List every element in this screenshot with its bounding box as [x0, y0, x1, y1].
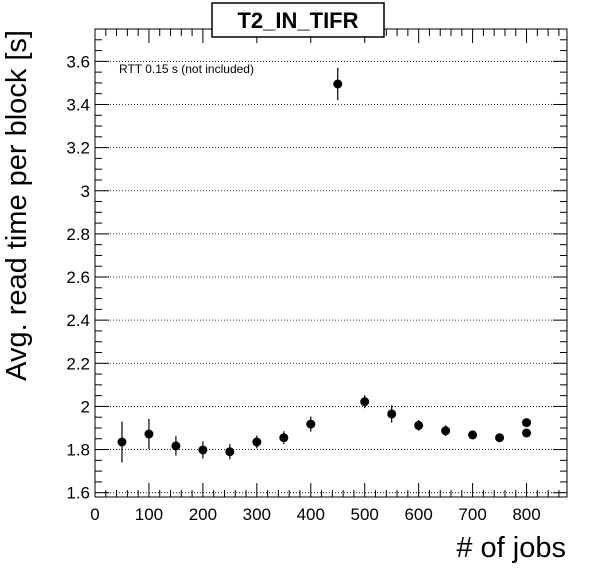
data-point	[387, 409, 397, 419]
y-tick-label: 2.2	[66, 354, 90, 373]
x-tick-label: 100	[135, 505, 163, 524]
title-box	[211, 2, 385, 38]
data-point	[495, 433, 505, 443]
data-point	[468, 430, 478, 440]
x-tick-label: 700	[458, 505, 486, 524]
x-tick-label: 0	[90, 505, 99, 524]
x-tick-label: 500	[351, 505, 379, 524]
data-point	[522, 418, 532, 428]
x-axis-label: # of jobs	[456, 532, 566, 564]
y-tick-label: 3.2	[66, 139, 90, 158]
grid-lines	[95, 60, 567, 494]
y-tick-label: 3.6	[66, 52, 90, 71]
x-tick-label: 400	[297, 505, 325, 524]
data-point	[306, 419, 316, 429]
y-tick-label: 3	[81, 182, 90, 201]
x-tick-label: 200	[189, 505, 217, 524]
data-point	[252, 437, 262, 447]
data-points	[117, 67, 532, 463]
y-tick-label: 3.4	[66, 95, 90, 114]
x-tick-label: 300	[243, 505, 271, 524]
data-point	[522, 428, 532, 438]
y-tick-label: 2.4	[66, 311, 90, 330]
x-tick-label: 800	[512, 505, 540, 524]
data-point	[144, 429, 154, 439]
data-point	[117, 437, 127, 447]
data-point	[279, 433, 289, 443]
y-axis-label: Avg. read time per block [s]	[1, 30, 33, 381]
chart-title: T2_IN_TIFR	[237, 8, 358, 33]
data-point	[198, 445, 208, 455]
data-point	[171, 441, 181, 451]
y-tick-label: 1.8	[66, 441, 90, 460]
data-point	[441, 426, 451, 436]
y-tick-label: 1.6	[66, 484, 90, 503]
axis-ticks	[94, 28, 567, 497]
rtt-annotation: RTT 0.15 s (not included)	[119, 62, 254, 76]
x-tick-labels: 0 100 200 300 400 500 600 700 800	[90, 505, 540, 524]
y-tick-labels: 1.6 1.8 2 2.2 2.4 2.6 2.8 3 3.2 3.4 3.6	[66, 52, 90, 502]
y-tick-label: 2	[81, 397, 90, 416]
data-point	[225, 447, 235, 457]
data-point	[414, 420, 424, 430]
y-tick-label: 2.8	[66, 225, 90, 244]
data-point	[333, 79, 343, 89]
x-tick-label: 600	[404, 505, 432, 524]
y-tick-label: 2.6	[66, 268, 90, 287]
data-point	[360, 397, 370, 407]
